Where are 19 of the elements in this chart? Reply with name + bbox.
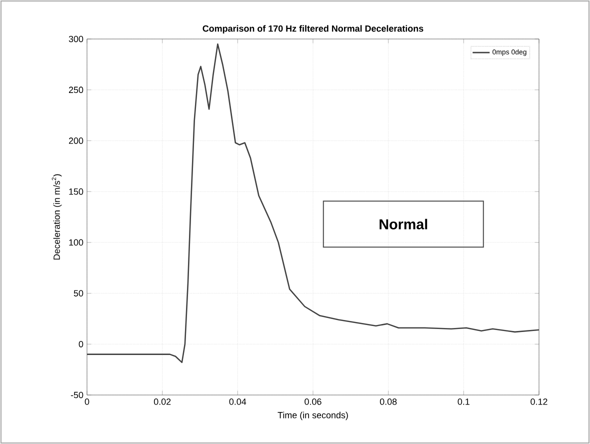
- chart-title: Comparison of 170 Hz filtered Normal Decelerations: [202, 25, 424, 34]
- y-tick-label: 200: [68, 138, 84, 144]
- x-axis-title: Time (in seconds): [278, 412, 348, 420]
- y-tick-label: -50: [70, 392, 84, 398]
- y-axis-title: Deceleration (in m/s$^{2}$): [52, 174, 62, 260]
- y-tick-label: 150: [69, 188, 84, 195]
- x-tick-label: 0.02: [154, 398, 171, 405]
- y-tick-label: 250: [68, 86, 84, 94]
- y-tick-label: 50: [74, 290, 84, 296]
- x-tick-label: 0.06: [304, 398, 322, 405]
- x-tick-label: 0.1: [458, 398, 470, 405]
- y-tick-label: 100: [69, 239, 84, 246]
- x-tick-label: 0: [84, 398, 90, 405]
- y-tick-label: 0: [78, 340, 84, 348]
- annotation: Normal: [380, 218, 428, 230]
- x-tick-label: 0.08: [380, 398, 397, 405]
- y-tick-label: 300: [68, 36, 84, 42]
- x-tick-label: 0.04: [229, 398, 246, 405]
- x-tick-label: 0.12: [530, 398, 548, 405]
